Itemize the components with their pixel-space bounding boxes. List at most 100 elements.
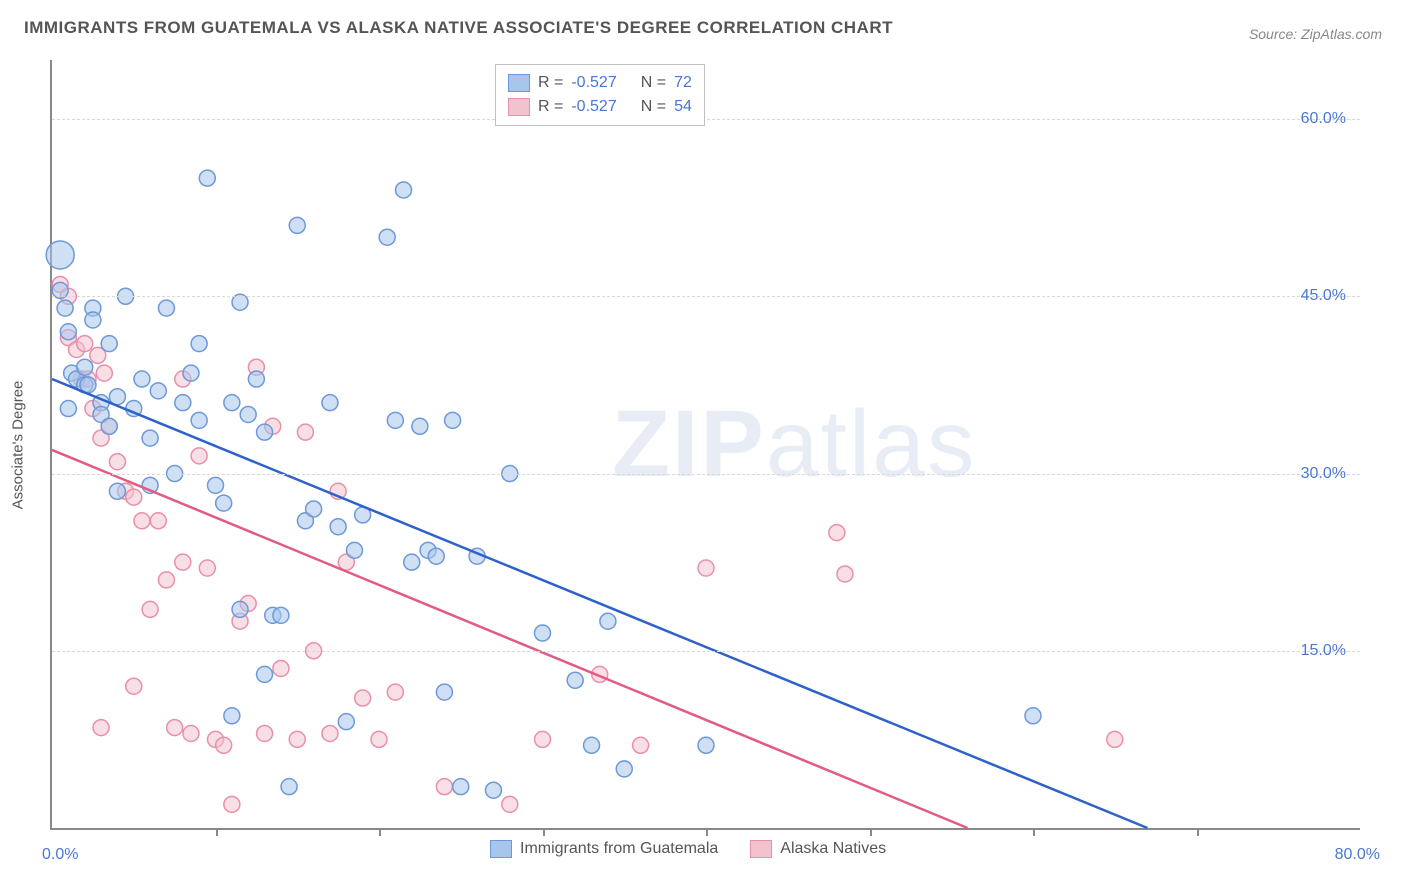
scatter-point [77,336,93,352]
legend-label: Immigrants from Guatemala [520,840,718,858]
scatter-point [633,737,649,753]
scatter-point [502,796,518,812]
scatter-point [126,678,142,694]
scatter-point [199,560,215,576]
y-axis-label: Associate's Degree [10,381,27,510]
scatter-point [175,395,191,411]
scatter-point [445,412,461,428]
scatter-point [183,725,199,741]
scatter-point [93,720,109,736]
scatter-point [175,554,191,570]
scatter-point [224,796,240,812]
scatter-point [436,779,452,795]
scatter-point [273,607,289,623]
scatter-point [191,336,207,352]
legend-swatch [508,74,530,92]
x-tick [706,828,708,836]
scatter-point [60,324,76,340]
scatter-point [142,430,158,446]
chart-title: IMMIGRANTS FROM GUATEMALA VS ALASKA NATI… [24,18,893,38]
scatter-point [616,761,632,777]
scatter-point [396,182,412,198]
scatter-point [379,229,395,245]
y-tick-label: 30.0% [1301,465,1346,483]
scatter-point [1025,708,1041,724]
plot-area: ZIPatlas 15.0%30.0%45.0%60.0% [50,60,1360,830]
scatter-point [387,412,403,428]
r-value: -0.527 [571,95,616,119]
scatter-point [535,625,551,641]
scatter-point [101,336,117,352]
r-label: R = [538,71,563,95]
scatter-point [216,737,232,753]
scatter-point [257,666,273,682]
scatter-point [158,572,174,588]
y-tick-label: 45.0% [1301,287,1346,305]
scatter-point [281,779,297,795]
legend-item: Alaska Natives [750,840,886,858]
scatter-point [355,690,371,706]
x-axis-max-label: 80.0% [1335,846,1380,864]
r-value: -0.527 [571,71,616,95]
scatter-point [453,779,469,795]
scatter-point [289,217,305,233]
source-value: ZipAtlas.com [1301,26,1382,42]
scatter-point [224,395,240,411]
scatter-point [698,737,714,753]
scatter-point [150,383,166,399]
scatter-point [371,731,387,747]
scatter-point [199,170,215,186]
source-attribution: Source: ZipAtlas.com [1249,26,1382,42]
scatter-point [257,424,273,440]
scatter-point [60,401,76,417]
legend-label: Alaska Natives [780,840,886,858]
scatter-point [101,418,117,434]
scatter-point [191,448,207,464]
scatter-point [535,731,551,747]
scatter-point [134,371,150,387]
scatter-point [273,660,289,676]
scatter-point [567,672,583,688]
scatter-point [698,560,714,576]
scatter-point [96,365,112,381]
scatter-point [232,601,248,617]
y-tick-label: 60.0% [1301,110,1346,128]
legend-stats-row: R = -0.527 N = 72 [508,71,692,95]
legend-stats-box: R = -0.527 N = 72 R = -0.527 N = 54 [495,64,705,126]
trend-line [52,379,1147,828]
scatter-point [208,477,224,493]
x-axis-min-label: 0.0% [42,846,78,864]
x-tick [216,828,218,836]
scatter-point [183,365,199,381]
r-label: R = [538,95,563,119]
scatter-point [346,542,362,558]
scatter-point [837,566,853,582]
legend-swatch [490,840,512,858]
scatter-point [485,782,501,798]
scatter-point [297,424,313,440]
gridline [52,119,1360,120]
scatter-point [46,241,74,269]
trend-line [52,450,968,828]
scatter-point [150,513,166,529]
scatter-point [167,720,183,736]
scatter-point [600,613,616,629]
x-tick [379,828,381,836]
scatter-point [428,548,444,564]
scatter-point [306,501,322,517]
gridline [52,296,1360,297]
x-tick [1197,828,1199,836]
n-value: 72 [674,71,692,95]
scatter-point [191,412,207,428]
scatter-point [248,371,264,387]
scatter-point [240,406,256,422]
scatter-point [85,312,101,328]
scatter-point [126,489,142,505]
scatter-point [224,708,240,724]
x-tick [870,828,872,836]
scatter-point [404,554,420,570]
scatter-point [109,483,125,499]
scatter-point [412,418,428,434]
source-label: Source: [1249,26,1297,42]
scatter-point [158,300,174,316]
